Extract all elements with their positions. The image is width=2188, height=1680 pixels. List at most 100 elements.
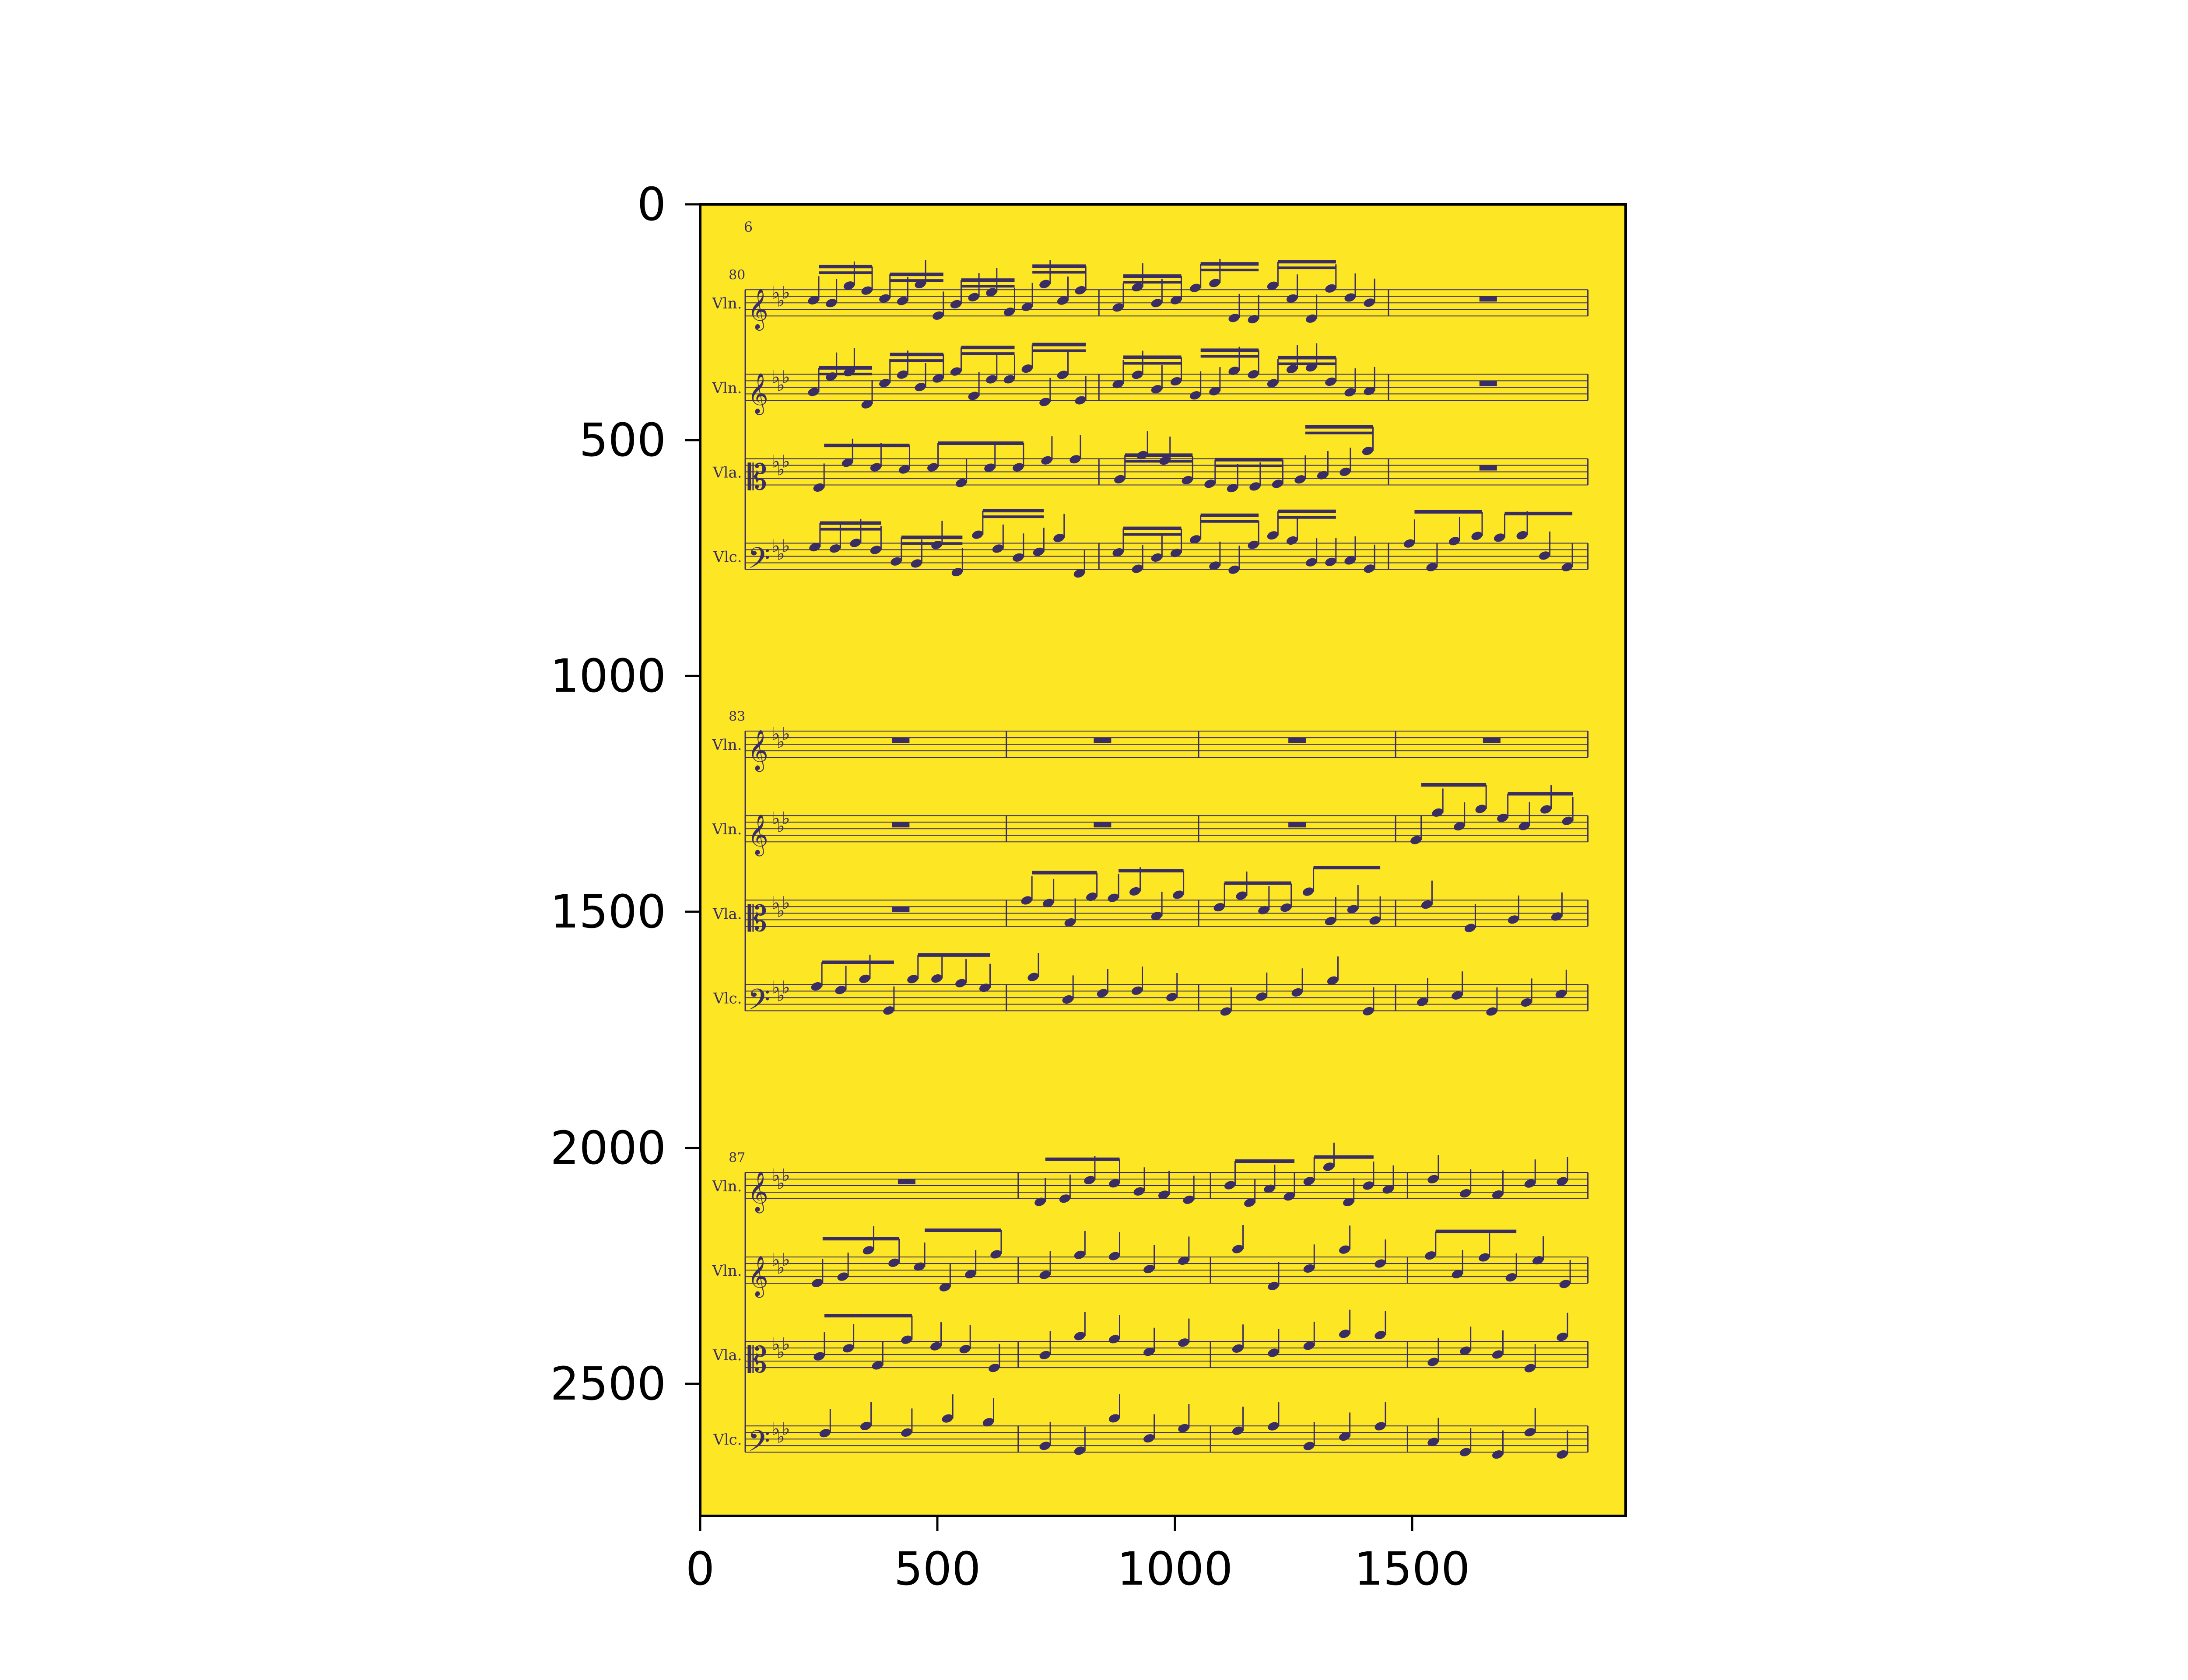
note-head	[959, 1345, 971, 1354]
whole-rest	[1483, 738, 1501, 743]
note-head	[808, 296, 819, 304]
note-head	[879, 294, 891, 303]
note-head	[1064, 918, 1076, 927]
measure-number: 87	[729, 1150, 745, 1166]
note-head	[1213, 903, 1225, 912]
note-head	[933, 374, 944, 383]
staff: Vln. 𝄞 ♭♭♭	[712, 343, 1589, 415]
note-head	[1540, 805, 1552, 814]
note-head	[915, 383, 926, 392]
note-head	[1232, 1245, 1244, 1253]
note-head	[1561, 563, 1573, 571]
note-head	[1325, 917, 1336, 925]
note-head	[1108, 1252, 1120, 1260]
part-label: Vln.	[712, 736, 742, 754]
staff: Vlc. 𝄢 ♭♭♭	[713, 1394, 1589, 1465]
whole-rest	[1094, 738, 1112, 743]
part-label: Vln.	[712, 1262, 742, 1280]
note-head	[1021, 302, 1033, 311]
note-head	[1479, 1253, 1490, 1262]
key-signature-flat: ♭	[782, 1419, 790, 1439]
clef-symbol: 𝄞	[747, 372, 768, 415]
note-head	[1291, 988, 1303, 997]
clef-symbol: 𝄢	[747, 983, 770, 1023]
key-signature-flat: ♭	[777, 1258, 785, 1278]
note-head	[1132, 371, 1143, 379]
note-head	[1244, 1198, 1255, 1207]
note-head	[1170, 296, 1182, 304]
note-head	[1209, 561, 1220, 570]
note-head	[898, 465, 910, 474]
note-head	[808, 388, 819, 396]
key-signature-flat: ♭	[782, 977, 790, 998]
note-head	[1228, 565, 1240, 574]
note-head	[1286, 364, 1298, 374]
note-head	[870, 546, 881, 554]
note-head	[1166, 993, 1178, 1001]
key-signature-flat: ♭	[771, 893, 780, 913]
note-head	[1562, 816, 1573, 825]
note-head	[1143, 1348, 1155, 1356]
whole-rest	[1288, 738, 1306, 743]
key-signature-flat: ♭	[782, 1334, 790, 1354]
note-head	[1417, 998, 1428, 1006]
note-head	[1053, 534, 1065, 542]
note-head	[1256, 992, 1267, 1001]
note-head	[1426, 563, 1438, 571]
note-head	[1151, 385, 1162, 394]
note-head	[1267, 281, 1278, 290]
note-head	[1303, 1177, 1315, 1186]
note-head	[911, 559, 922, 568]
note-head	[860, 1421, 872, 1430]
y-tick-label: 0	[637, 178, 666, 231]
note-head	[939, 1283, 950, 1292]
note-head	[1013, 553, 1024, 562]
note-head	[1041, 456, 1052, 465]
clef-symbol: 𝄞	[747, 729, 768, 772]
note-head	[1236, 891, 1247, 900]
key-signature-flat: ♭	[777, 732, 785, 752]
note-head	[951, 568, 963, 577]
note-head	[1158, 1190, 1170, 1199]
note-head	[930, 1342, 942, 1351]
note-head	[1209, 387, 1220, 396]
note-head	[1375, 1422, 1386, 1431]
note-head	[1143, 1434, 1155, 1443]
note-head	[1448, 537, 1460, 546]
note-head	[1039, 398, 1051, 406]
note-head	[1364, 387, 1375, 396]
note-head	[1039, 1442, 1051, 1450]
note-head	[1302, 887, 1314, 896]
note-head	[1432, 808, 1443, 817]
note-head	[931, 974, 943, 983]
note-head	[1112, 548, 1124, 557]
note-head	[1452, 1270, 1463, 1278]
key-signature-flat: ♭	[777, 1427, 785, 1447]
note-head	[1268, 1281, 1279, 1290]
note-head	[861, 286, 873, 295]
note-head	[1059, 1194, 1070, 1203]
note-head	[1532, 1256, 1544, 1265]
note-head	[1114, 475, 1126, 483]
note-head	[1074, 1332, 1085, 1340]
note-head	[1220, 1007, 1232, 1016]
key-signature-flat: ♭	[771, 977, 780, 998]
x-axis: 0 500 1000 1500	[686, 1516, 1470, 1596]
note-head	[1363, 1007, 1374, 1015]
part-label: Vln.	[712, 295, 742, 312]
note-head	[1521, 998, 1532, 1007]
note-head	[1327, 976, 1339, 985]
note-head	[863, 1246, 874, 1255]
clef-symbol: 𝄢	[747, 542, 770, 582]
page-number: 6	[744, 219, 753, 235]
note-head	[1551, 912, 1562, 921]
note-head	[1555, 990, 1567, 998]
note-head	[1057, 296, 1069, 305]
note-head	[1364, 298, 1375, 307]
note-head	[1209, 279, 1220, 287]
staff: Vln. 𝄞 ♭♭♭	[712, 1142, 1589, 1213]
key-signature-flat: ♭	[777, 901, 785, 921]
note-head	[1494, 533, 1505, 542]
